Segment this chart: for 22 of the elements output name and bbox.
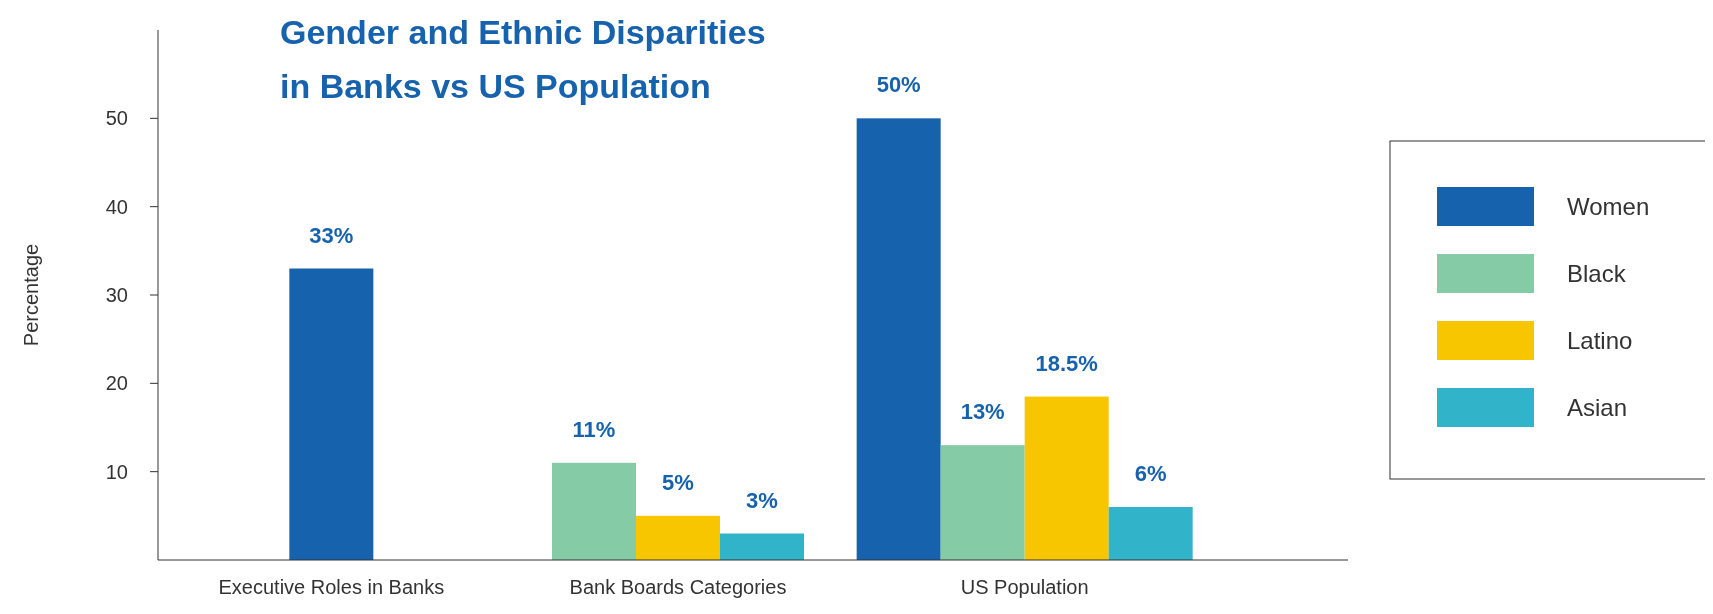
y-axis-title: Percentage xyxy=(20,243,42,347)
y-tick-label: 20 xyxy=(105,372,128,395)
legend-label: Asian xyxy=(1567,394,1628,422)
data-label: 3% xyxy=(746,487,778,513)
y-tick-label: 10 xyxy=(105,460,128,483)
data-label: 13% xyxy=(960,399,1005,425)
x-tick-label: Bank Boards Categories xyxy=(569,576,787,598)
data-label: 33% xyxy=(309,222,354,248)
y-tick-label: 50 xyxy=(105,107,128,130)
data-label: 5% xyxy=(662,469,694,495)
y-tick-label: 40 xyxy=(105,195,128,218)
y-tick-label: 30 xyxy=(105,284,128,306)
legend-label: Women xyxy=(1567,193,1650,221)
legend-label: Black xyxy=(1567,260,1627,288)
data-label: 18.5% xyxy=(1035,350,1098,376)
legend-label: Latino xyxy=(1567,327,1633,355)
data-label: 11% xyxy=(572,416,616,442)
data-label: 50% xyxy=(876,72,921,98)
data-label: 6% xyxy=(1134,461,1167,486)
chart-title: Gender and Ethnic Disparities in Banks vs US Population xyxy=(280,13,766,105)
x-tick-label: US Population xyxy=(960,576,1089,598)
x-tick-label: Executive Roles in Banks xyxy=(218,576,445,598)
